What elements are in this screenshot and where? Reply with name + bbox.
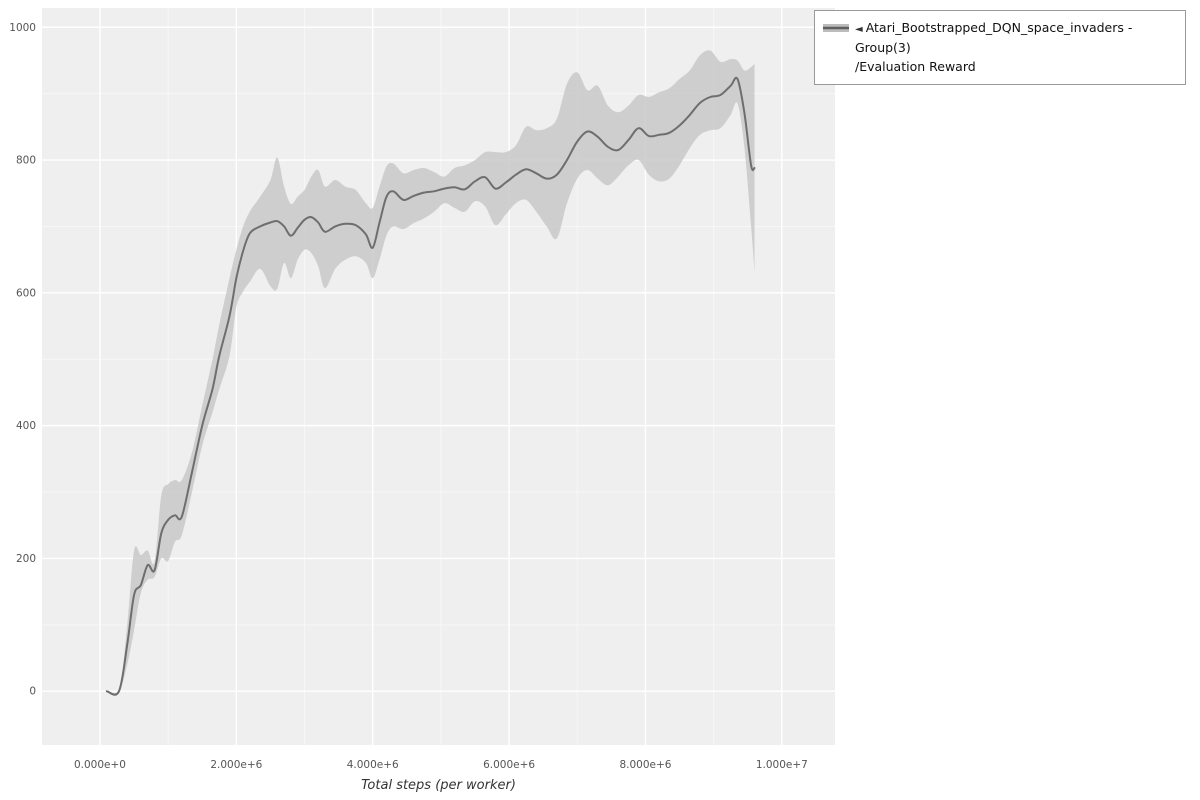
legend-swatch-icon [823, 24, 849, 32]
series-line [105, 76, 756, 696]
x-axis-title: Total steps (per worker) [361, 778, 516, 793]
legend-box: ◄ Atari_Bootstrapped_DQN_space_invaders -… [814, 10, 1186, 86]
legend-item[interactable]: ◄ Atari_Bootstrapped_DQN_space_invaders -… [855, 18, 1175, 76]
legend-series-label: Atari_Bootstrapped_DQN_space_invaders - … [855, 20, 1133, 55]
y-tick-label: 1000 [9, 22, 36, 34]
y-tick-label: 200 [16, 553, 36, 565]
x-tick-label: 8.000e+6 [619, 759, 671, 771]
legend-metric-label: /Evaluation Reward [855, 58, 976, 74]
x-tick-label: 2.000e+6 [210, 759, 262, 771]
x-tick-label: 4.000e+6 [347, 759, 399, 771]
legend-line-1: ◄ Atari_Bootstrapped_DQN_space_invaders -… [855, 18, 1175, 57]
x-tick-label: 0.000e+0 [74, 759, 126, 771]
collapse-triangle-icon[interactable]: ◄ [855, 24, 863, 35]
y-tick-label: 0 [29, 686, 36, 698]
y-tick-label: 800 [16, 155, 36, 167]
y-tick-label: 600 [16, 287, 36, 299]
x-tick-label: 1.000e+7 [756, 759, 808, 771]
x-tick-label: 6.000e+6 [483, 759, 535, 771]
series-band [106, 50, 755, 697]
y-tick-label: 400 [16, 420, 36, 432]
